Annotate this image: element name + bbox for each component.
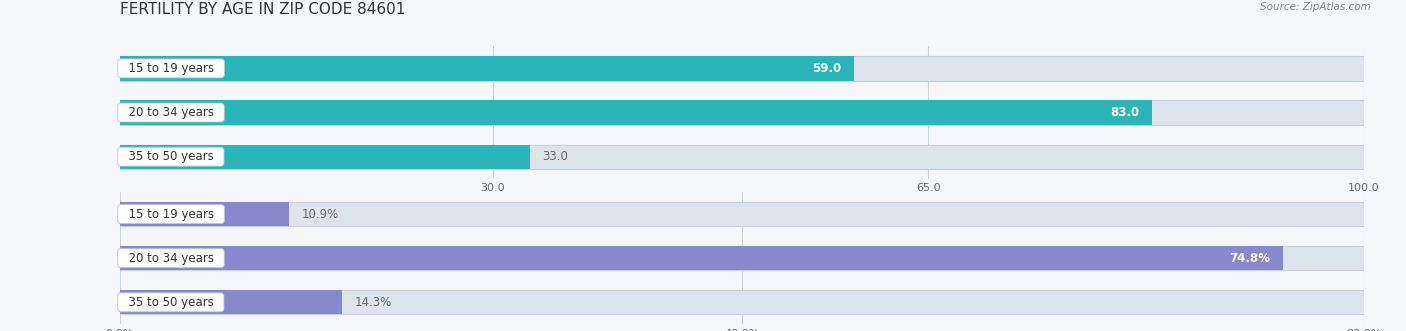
Text: 20 to 34 years: 20 to 34 years [121, 252, 221, 265]
Bar [120, 246, 1364, 270]
Text: 10.9%: 10.9% [301, 208, 339, 220]
Bar [120, 145, 530, 169]
Text: 74.8%: 74.8% [1229, 252, 1271, 265]
Text: 35 to 50 years: 35 to 50 years [121, 296, 221, 309]
Text: FERTILITY BY AGE IN ZIP CODE 84601: FERTILITY BY AGE IN ZIP CODE 84601 [120, 2, 405, 17]
Bar [120, 145, 1364, 169]
Bar [120, 202, 1364, 226]
Text: 14.3%: 14.3% [354, 296, 392, 309]
Text: 15 to 19 years: 15 to 19 years [121, 62, 221, 75]
Bar [120, 290, 342, 314]
Bar [120, 246, 1282, 270]
Bar [120, 290, 1364, 314]
Text: 33.0: 33.0 [543, 150, 568, 163]
Bar [120, 56, 853, 80]
Bar [120, 202, 290, 226]
Text: 35 to 50 years: 35 to 50 years [121, 150, 221, 163]
Bar [120, 100, 1364, 125]
Text: 15 to 19 years: 15 to 19 years [121, 208, 221, 220]
Text: 20 to 34 years: 20 to 34 years [121, 106, 221, 119]
Bar [120, 100, 1153, 125]
Bar [120, 56, 1364, 80]
Text: 59.0: 59.0 [811, 62, 841, 75]
Text: 83.0: 83.0 [1111, 106, 1140, 119]
Text: Source: ZipAtlas.com: Source: ZipAtlas.com [1260, 2, 1371, 12]
